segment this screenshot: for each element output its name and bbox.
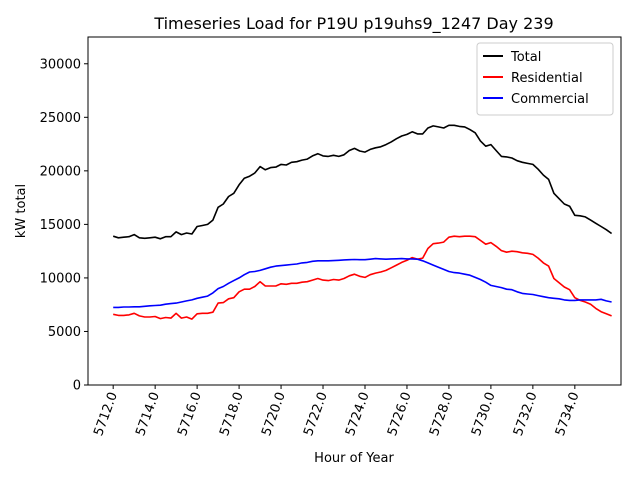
legend-label-residential: Residential — [511, 71, 583, 86]
y-tick-label: 25000 — [40, 111, 81, 126]
plot-frame — [87, 36, 622, 386]
y-tick-label: 0 — [73, 379, 81, 394]
y-axis-label: kW total — [14, 184, 29, 238]
series-layer — [112, 124, 613, 320]
y-tick-label: 20000 — [40, 164, 81, 179]
legend-label-commercial: Commercial — [511, 92, 589, 107]
legend-box — [476, 42, 614, 116]
x-tick-label: 5716.0 — [175, 390, 205, 438]
series-line-residential — [113, 235, 612, 320]
series-line-commercial — [113, 257, 612, 309]
x-tick-label: 5720.0 — [259, 390, 289, 438]
x-tick-label: 5724.0 — [343, 390, 373, 438]
chart-title: Timeseries Load for P19U p19uhs9_1247 Da… — [153, 14, 553, 34]
x-tick-label: 5734.0 — [553, 390, 583, 438]
x-tick-label: 5722.0 — [301, 390, 331, 438]
x-tick-label: 5730.0 — [469, 390, 499, 438]
x-tick-label: 5714.0 — [133, 390, 163, 438]
y-tick-label: 30000 — [40, 57, 81, 72]
legend: Total Residential Commercial — [476, 42, 614, 116]
x-axis-label: Hour of Year — [314, 451, 394, 466]
legend-label-total: Total — [510, 50, 541, 65]
y-tick-label: 10000 — [40, 271, 81, 286]
x-tick-label: 5718.0 — [217, 390, 247, 438]
x-tick-label: 5726.0 — [385, 390, 415, 438]
y-tick-label: 5000 — [48, 325, 81, 340]
x-tick-label: 5712.0 — [91, 390, 121, 438]
x-tick-label: 5728.0 — [427, 390, 457, 438]
x-tick-label: 5732.0 — [511, 390, 541, 438]
y-tick-label: 15000 — [40, 218, 81, 233]
series-line-total — [112, 124, 613, 240]
